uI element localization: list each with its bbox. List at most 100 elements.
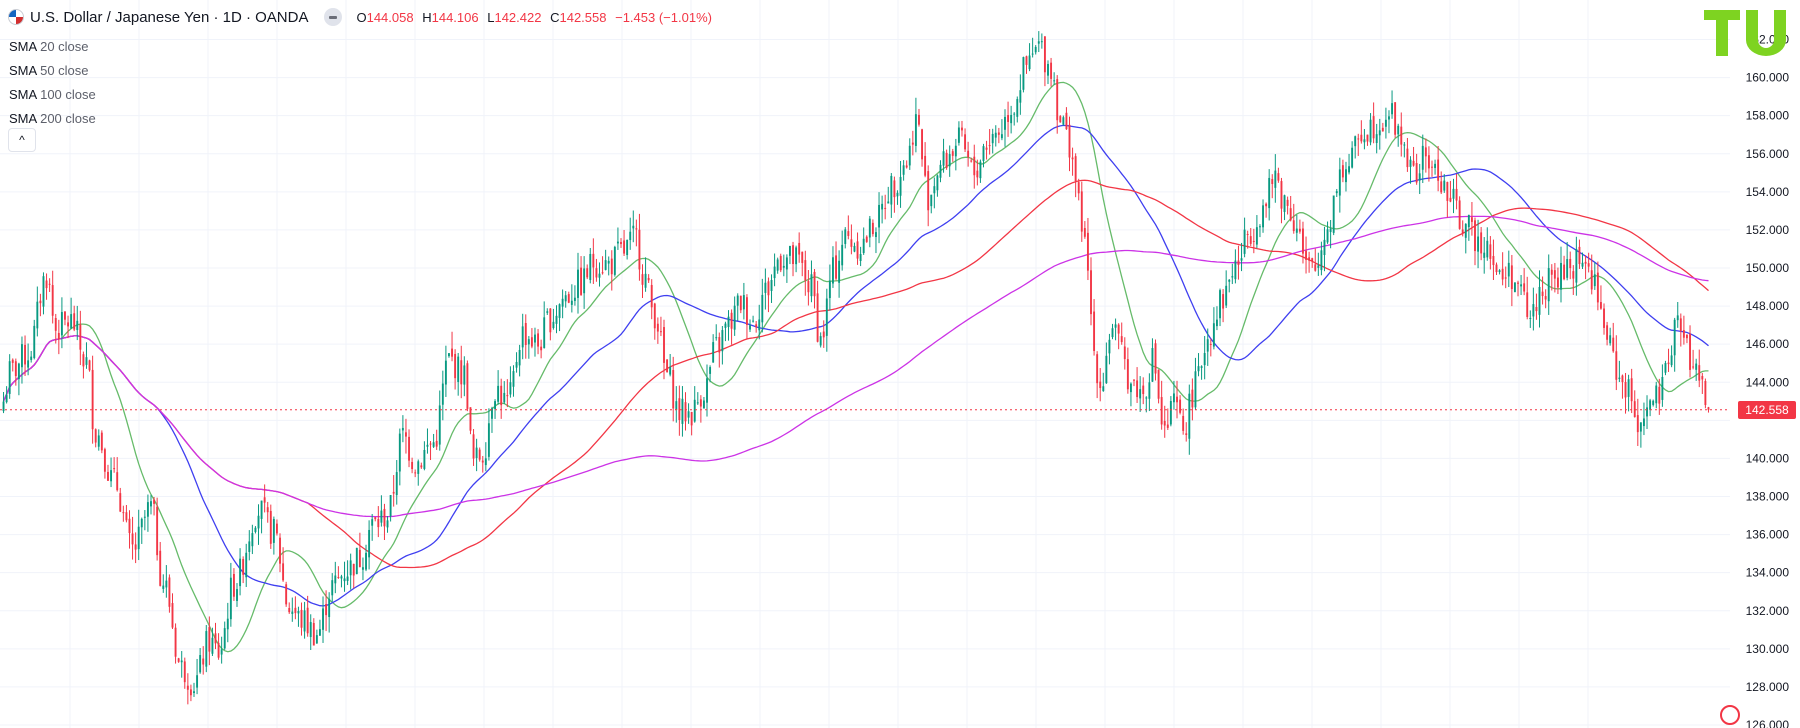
candle-body (761, 294, 764, 323)
candle-body (1019, 90, 1022, 103)
candle (294, 596, 297, 620)
candle-body (39, 300, 42, 304)
candle (1658, 378, 1661, 415)
candle-body (598, 273, 601, 278)
candle-body (749, 325, 751, 330)
candle-body (1701, 376, 1704, 380)
candle-body (398, 433, 401, 472)
candle-body (1544, 296, 1547, 300)
symbol-title[interactable]: U.S. Dollar / Japanese Yen · 1D · OANDA (30, 8, 309, 26)
candle-body (36, 301, 39, 329)
candle-body (1317, 265, 1320, 268)
low-key: L (487, 9, 495, 25)
candle (1348, 153, 1350, 175)
indicator-param: 100 close (40, 87, 96, 102)
candle (1142, 377, 1145, 405)
candle-body (918, 114, 920, 125)
candle (884, 194, 887, 220)
candle-body (1083, 228, 1086, 237)
candle-body (838, 260, 841, 283)
candle-body (567, 294, 570, 303)
candle-body (1523, 283, 1526, 292)
candle-body (1526, 292, 1529, 317)
low-value: 142.422 (494, 9, 542, 25)
candle-body (524, 323, 527, 346)
candle-body (377, 519, 380, 528)
candle (1240, 242, 1243, 272)
candle-body (1658, 386, 1661, 404)
indicator-sma-20[interactable]: SMA 20 close (9, 35, 96, 59)
candle (1188, 384, 1191, 455)
candle-body (988, 145, 991, 147)
sma-20-line (2, 81, 1709, 653)
candle (629, 217, 632, 250)
candle (795, 245, 798, 273)
candle-body (211, 637, 214, 654)
candle (70, 297, 73, 329)
candle (1274, 154, 1277, 203)
candle-body (1461, 229, 1464, 234)
candle (524, 314, 527, 359)
indicator-sma-50[interactable]: SMA 50 close (9, 59, 96, 83)
candle-body (887, 201, 890, 204)
candle (208, 616, 211, 666)
candle (595, 258, 598, 282)
candle (362, 557, 364, 581)
candle-body (143, 516, 146, 518)
candle-body (1338, 169, 1341, 196)
indicator-sma-100[interactable]: SMA 100 close (9, 83, 96, 107)
candle-body (1302, 228, 1304, 254)
candle (441, 370, 444, 421)
candle-body (478, 449, 481, 460)
candle-body (991, 133, 994, 144)
candle (1575, 236, 1578, 296)
candle-body (623, 240, 626, 254)
candle-body (666, 359, 669, 373)
candle (1019, 74, 1022, 115)
candle (1338, 157, 1341, 213)
price-axis[interactable]: 126.000 128.000 130.000 132.000 134.000 136.0… (1746, 33, 1790, 728)
candle (1403, 142, 1406, 158)
candle-body (518, 349, 521, 366)
candle (530, 328, 533, 349)
legend-collapse-icon[interactable] (324, 8, 343, 26)
candle-body (1612, 337, 1615, 352)
candle (1513, 282, 1516, 293)
candle (211, 627, 214, 656)
indicator-sma-200[interactable]: SMA 200 close (9, 107, 96, 131)
candle-body (509, 382, 512, 395)
candle (1203, 336, 1206, 380)
candle-body (1354, 136, 1357, 147)
candle-body (745, 297, 748, 325)
candle (177, 657, 180, 663)
candle-body (964, 134, 967, 150)
indicator-name: SMA (9, 63, 37, 78)
candle-body (1464, 223, 1467, 238)
candle-body (177, 658, 180, 662)
candle-body (718, 337, 721, 353)
candle (1163, 405, 1166, 438)
candle-body (429, 443, 432, 445)
candle-body (1332, 195, 1335, 233)
candle-body (389, 495, 392, 517)
candle-body (1556, 277, 1559, 288)
candle-body (1492, 256, 1495, 266)
candle-body (1400, 126, 1403, 145)
candle (948, 145, 951, 177)
candle (1031, 37, 1034, 58)
candle-body (1366, 134, 1369, 142)
candle-body (1142, 385, 1145, 395)
candle (51, 270, 54, 324)
candle (1154, 339, 1157, 381)
candle (1292, 203, 1295, 234)
candle-body (515, 361, 518, 368)
candle (1615, 335, 1618, 391)
collapse-indicators-button[interactable]: ^ (8, 128, 36, 152)
candle (30, 350, 33, 363)
candle (478, 447, 481, 462)
candle (967, 141, 970, 167)
candle (1200, 365, 1203, 380)
candle-body (100, 432, 103, 451)
